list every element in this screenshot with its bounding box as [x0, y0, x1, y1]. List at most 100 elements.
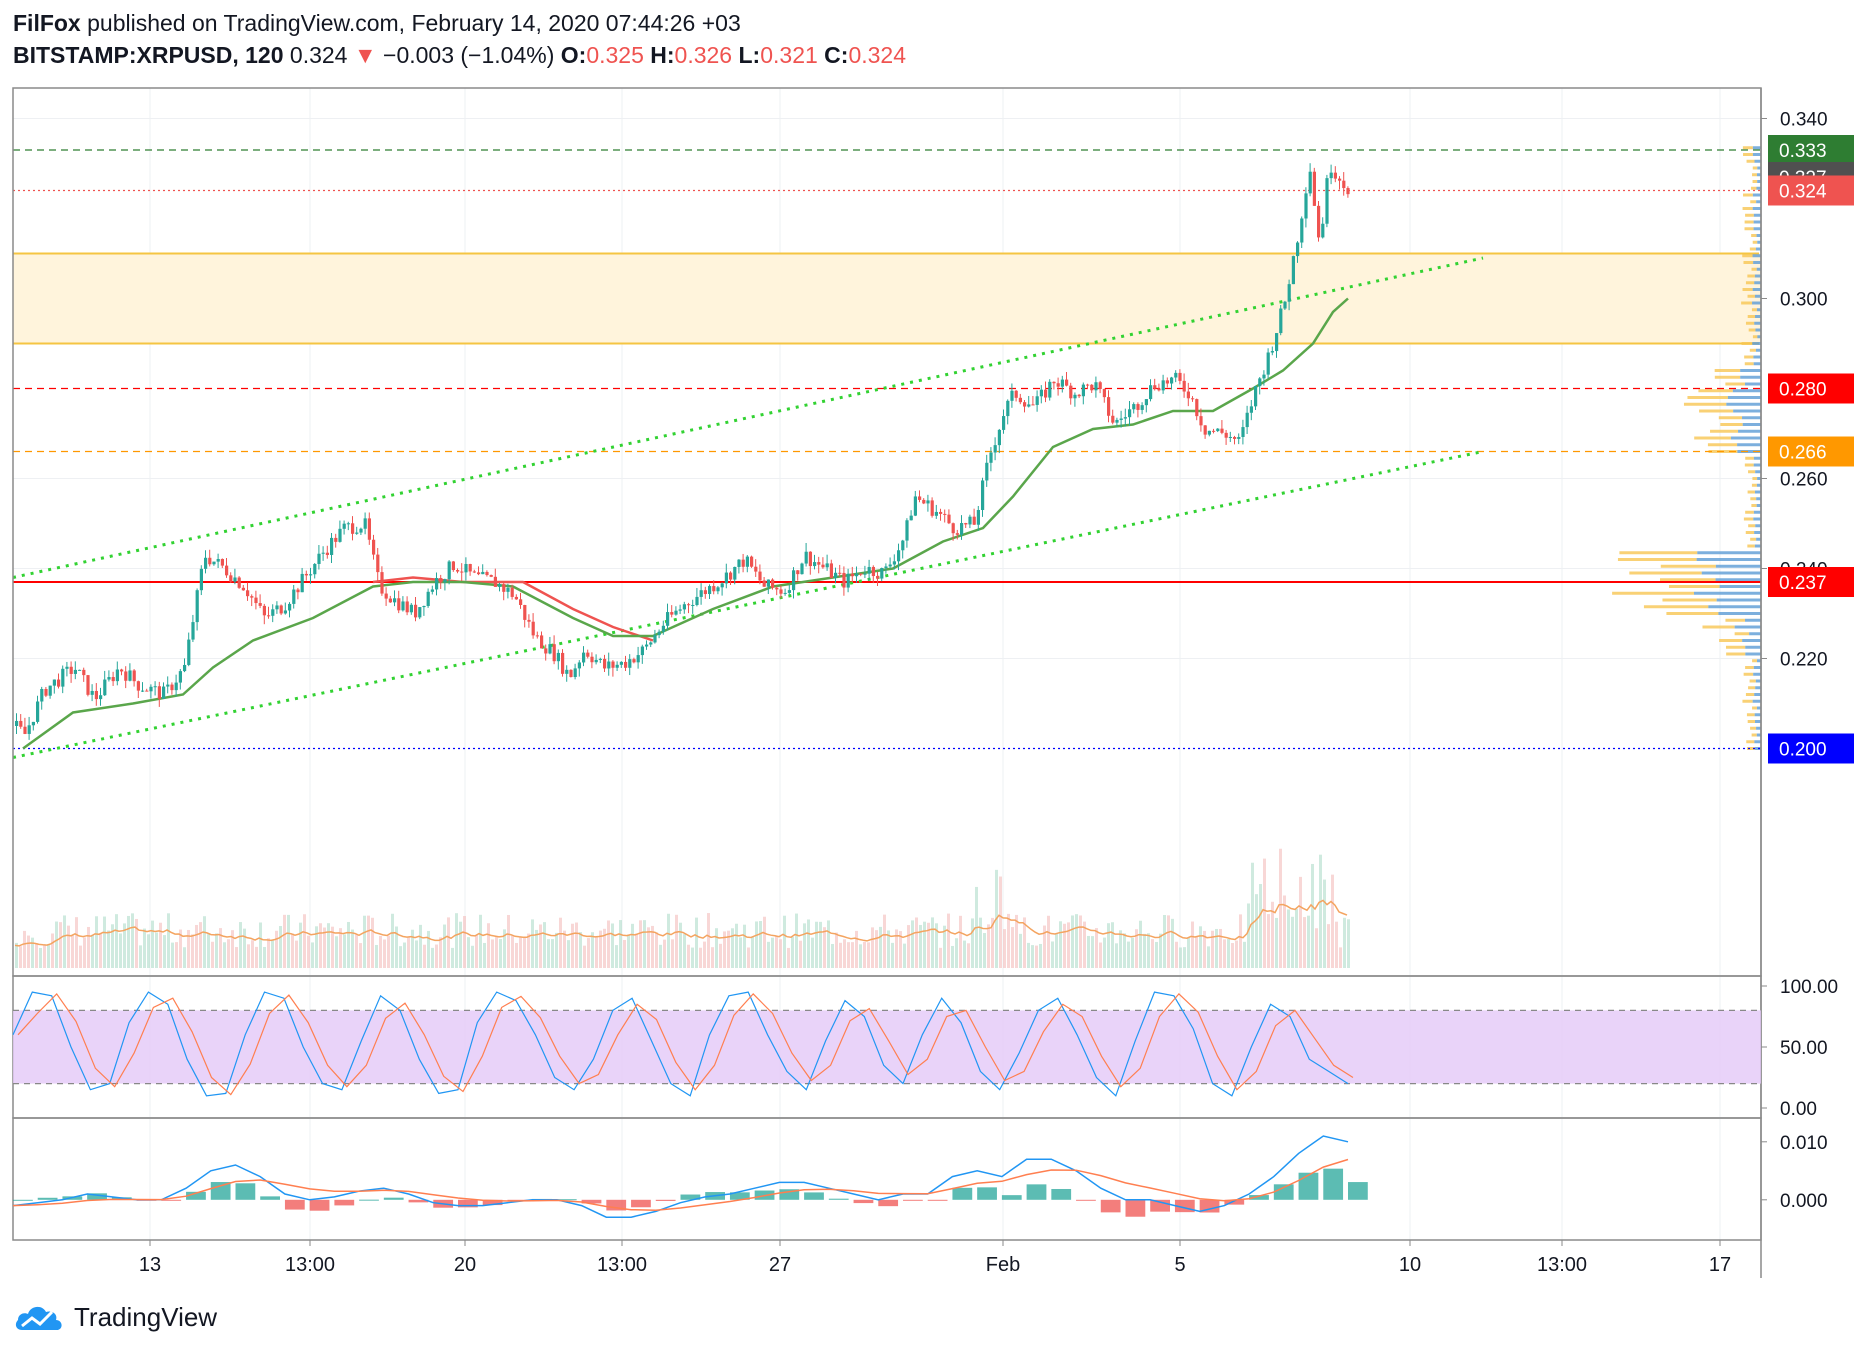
volume-bar [1283, 895, 1286, 968]
candle-body [540, 635, 544, 649]
author-name[interactable]: FilFox [13, 10, 81, 36]
volume-bar [347, 921, 350, 968]
candle-body [796, 570, 800, 575]
candle-body [897, 550, 901, 562]
volume-profile-bar [1745, 281, 1755, 285]
candle-body [170, 684, 174, 691]
candle-body [737, 559, 741, 567]
candle-body [628, 659, 632, 668]
upper-channel-line[interactable] [12, 256, 1484, 579]
candle-body [1014, 390, 1018, 398]
volume-profile-bar [1741, 342, 1753, 345]
volume-bar [115, 914, 118, 968]
price-axis-label: 0.340 [1780, 110, 1828, 131]
volume-profile-bar [1752, 166, 1758, 170]
candle-body [254, 597, 258, 604]
volume-profile-bar [1756, 308, 1761, 312]
volume-bar [599, 930, 602, 968]
candle-body [241, 587, 245, 591]
volume-bar [439, 937, 442, 968]
volume-profile-bar [1750, 497, 1757, 501]
volume-bar [671, 939, 674, 968]
volume-bar [927, 922, 930, 968]
candle-body [330, 537, 334, 555]
volume-profile-bar [1756, 497, 1761, 501]
candle-body [1115, 419, 1119, 423]
volume-profile-bar [1719, 585, 1761, 588]
candle-body [376, 554, 380, 573]
lower-channel-line[interactable] [12, 450, 1484, 759]
candle-body [1296, 242, 1300, 257]
candle-body [1123, 417, 1127, 419]
volume-bar [435, 944, 438, 968]
candle-body [388, 598, 392, 603]
candle-body [384, 593, 388, 599]
candle-body [82, 669, 86, 676]
volume-bar [119, 933, 122, 968]
volume-profile-bar [1746, 740, 1755, 744]
candle-body [1283, 301, 1287, 309]
candle-body [1065, 379, 1069, 386]
candle-body [36, 701, 40, 722]
candle-body [1132, 404, 1136, 410]
volume-bar [387, 935, 390, 968]
candle-body [477, 572, 481, 575]
volume-profile-bar [1714, 369, 1741, 372]
candle-body [275, 605, 279, 610]
macd-histogram-bar [37, 1197, 58, 1200]
candle-body [443, 579, 447, 583]
macd-pane-border [12, 1117, 1762, 1241]
candle-body [1136, 404, 1140, 410]
volume-bar [867, 942, 870, 968]
volume-profile-bar [1754, 274, 1761, 278]
footer-brand[interactable]: TradingView [74, 1301, 218, 1332]
candle-body [19, 720, 23, 727]
macd-histogram-bar [1125, 1199, 1146, 1217]
volume-profile-bar [1752, 699, 1761, 703]
candle-body [519, 599, 523, 606]
stoch-axis: 100.00 50.00 0.00 [1761, 977, 1838, 1120]
volume-profile-bar [1753, 672, 1761, 676]
candle-body [661, 625, 665, 632]
volume-profile-bar [1752, 477, 1758, 480]
candle-body [1207, 430, 1211, 435]
volume-profile-bar [1745, 321, 1755, 325]
tradingview-cloud-icon[interactable] [14, 1300, 66, 1334]
volume-profile-bar [1734, 625, 1761, 629]
volume-bar [1007, 913, 1010, 968]
price-label-text: 0.200 [1779, 740, 1827, 761]
time-axis[interactable]: 13 13:00 20 13:00 27 Feb 5 10 13:00 17 [139, 1240, 1731, 1276]
volume-bar [1291, 916, 1294, 968]
volume-profile-bar [1754, 531, 1761, 534]
volume-bar [171, 942, 174, 968]
macd-histogram-bar [828, 1198, 849, 1200]
candle-body [493, 576, 497, 587]
candle-body [1060, 379, 1064, 387]
volume-bar [179, 929, 182, 968]
macd-histogram-bar [903, 1199, 923, 1201]
candle-body [1069, 385, 1073, 399]
volume-profile-bar [1752, 342, 1761, 345]
candle-body [733, 566, 737, 580]
volume-bar [131, 913, 134, 968]
candle-body [582, 652, 586, 663]
volume-bar [739, 937, 742, 968]
candle-body [1224, 432, 1228, 438]
macd-histogram-bar [1224, 1199, 1245, 1205]
time-axis-label: 27 [769, 1254, 791, 1276]
candle-body [901, 540, 905, 551]
volume-bar [603, 928, 606, 968]
volume-profile-bar [1744, 227, 1754, 231]
macd-axis-label: 0.000 [1780, 1191, 1828, 1212]
volume-bar [303, 914, 306, 968]
candle-body [607, 661, 611, 669]
volume-bar [1239, 914, 1242, 968]
symbol-name[interactable]: BITSTAMP:XRPUSD, 120 [13, 42, 284, 68]
candle-body [338, 528, 342, 542]
volume-bar [479, 914, 482, 968]
volume-profile-bar [1745, 510, 1754, 514]
candle-body [930, 500, 934, 516]
candle-body [157, 686, 161, 699]
candle-body [1140, 405, 1144, 410]
